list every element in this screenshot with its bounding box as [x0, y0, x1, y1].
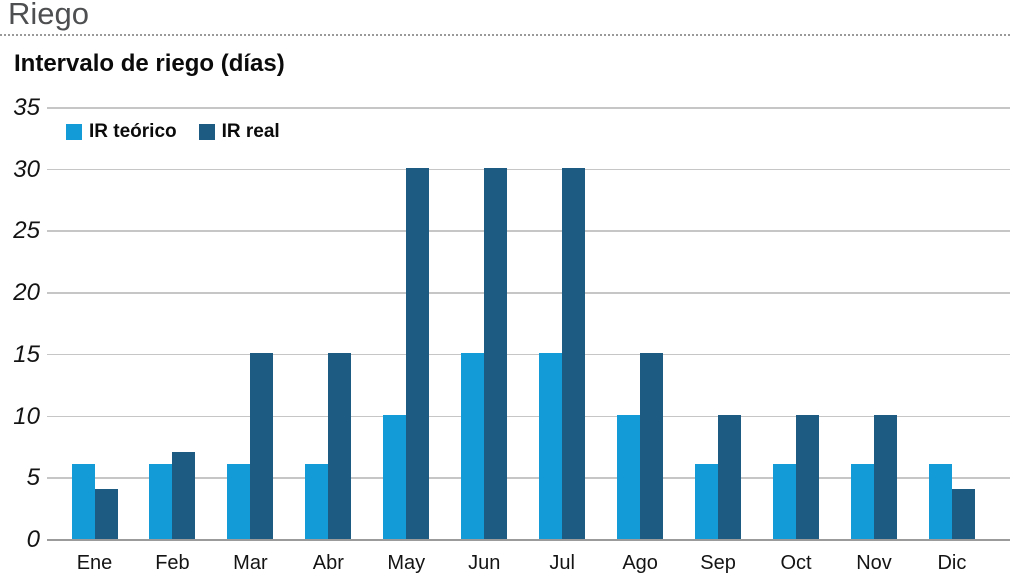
x-tick-label: Ago [622, 552, 658, 574]
bar-ir-real-feb [172, 451, 196, 540]
gridline [47, 353, 1010, 356]
y-tick-label: 0 [26, 526, 40, 553]
legend-label: IR teórico [89, 121, 177, 142]
x-tick-label: Jul [549, 552, 575, 574]
gridline [47, 107, 1010, 109]
bar-ir-real-jul [562, 167, 586, 540]
gridline [47, 477, 1010, 479]
y-tick-label: 10 [13, 402, 40, 430]
bar-ir-teorico-ago [617, 414, 641, 540]
bar-ir-teorico-mar [227, 463, 251, 540]
bar-ir-teorico-may [383, 414, 407, 540]
legend-label: IR real [221, 121, 280, 142]
bar-ir-teorico-abr [305, 463, 329, 540]
bar-ir-teorico-dic [928, 463, 952, 540]
bar-ir-real-may [406, 167, 430, 540]
bar-ir-real-mar [250, 352, 274, 540]
x-tick-label: Oct [780, 552, 812, 574]
chart-title: Intervalo de riego (días) [14, 50, 285, 77]
y-tick-label: 35 [13, 94, 40, 121]
bar-ir-real-ago [640, 352, 664, 540]
x-tick-label: Jun [468, 552, 501, 574]
legend-swatch-icon [66, 124, 82, 140]
bar-ir-teorico-sep [695, 463, 719, 540]
x-tick-label: Sep [700, 552, 736, 574]
bar-chart: IR teórico IR real 0 5 10 15 20 25 30 35 Ene Feb Ma… [0, 94, 1010, 574]
divider [0, 34, 1010, 36]
y-tick-label: 15 [13, 340, 40, 368]
bar-ir-teorico-oct [773, 463, 797, 540]
y-tick-label: 30 [13, 155, 40, 183]
bar-ir-teorico-ene [71, 463, 95, 540]
x-tick-label: Mar [233, 552, 268, 574]
bar-ir-real-nov [874, 414, 897, 540]
chart-legend: IR teórico IR real [66, 121, 280, 143]
bar-ir-real-sep [718, 414, 742, 540]
x-tick-label: May [387, 552, 426, 574]
y-tick-label: 25 [13, 217, 40, 245]
legend-item-ir-real: IR real [198, 121, 280, 143]
bar-ir-real-ene [94, 488, 118, 540]
x-tick-label: Feb [155, 552, 190, 574]
y-tick-label: 5 [26, 464, 40, 492]
x-tick-label: Nov [856, 552, 892, 574]
x-tick-label: Abr [312, 552, 344, 574]
y-tick-label: 20 [13, 279, 40, 307]
x-axis-line [47, 539, 1010, 541]
bar-ir-real-jun [484, 167, 508, 540]
bar-ir-teorico-jun [461, 352, 485, 540]
bar-ir-real-oct [796, 414, 820, 540]
x-tick-label: Ene [76, 552, 113, 574]
gridline [47, 415, 1010, 418]
gridline [47, 230, 1010, 232]
legend-swatch-icon [198, 124, 215, 140]
bar-ir-real-dic [951, 488, 975, 540]
gridline [47, 168, 1010, 171]
bar-ir-teorico-feb [149, 463, 173, 540]
legend-item-ir-teorico: IR teórico [66, 121, 177, 143]
x-tick-label: Dic [937, 552, 967, 574]
bar-ir-teorico-jul [539, 352, 563, 540]
gridline [47, 292, 1010, 294]
bar-ir-real-abr [328, 352, 352, 540]
bar-ir-teorico-nov [851, 463, 874, 540]
page-title: Riego [8, 0, 89, 31]
